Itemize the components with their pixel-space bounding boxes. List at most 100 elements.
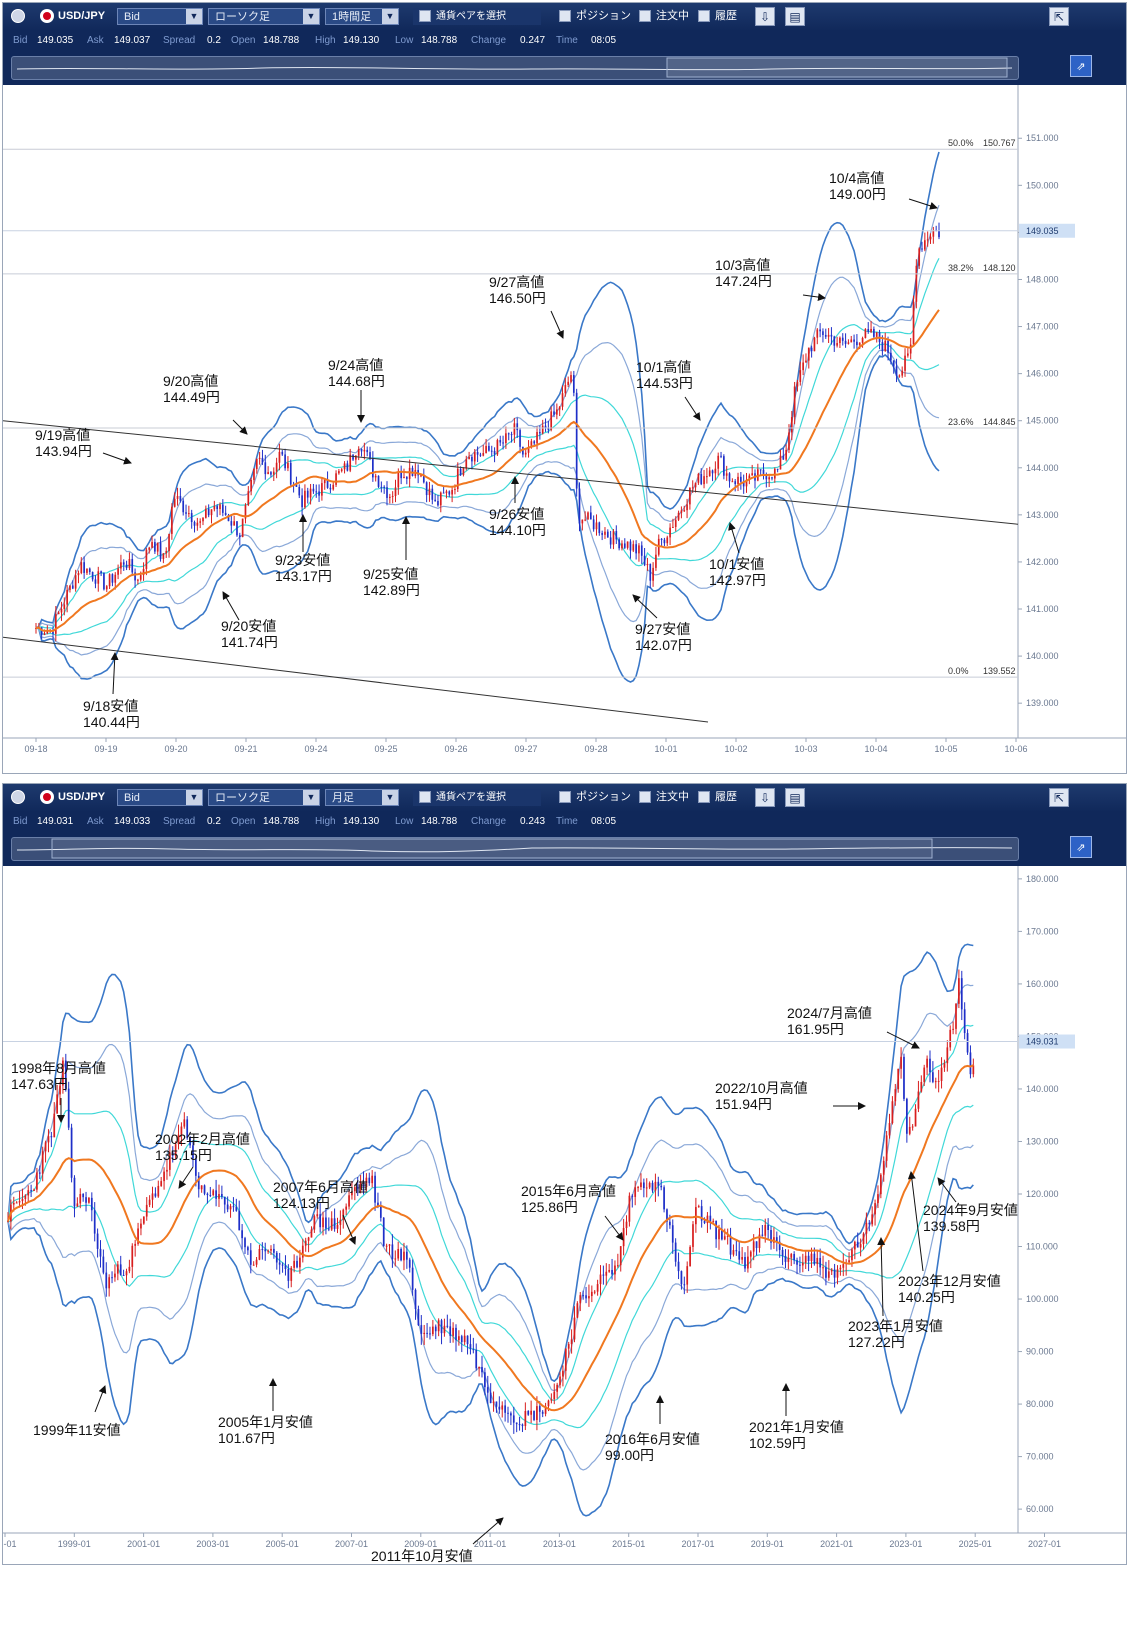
candle-body bbox=[734, 481, 737, 485]
navigator-scrollbar[interactable] bbox=[11, 56, 1019, 80]
low-value: 148.788 bbox=[421, 35, 458, 46]
navigator-scrollbar[interactable] bbox=[11, 837, 1019, 861]
annotation-arrow bbox=[632, 594, 658, 619]
price-type-select[interactable]: Bid ▼ bbox=[117, 789, 203, 806]
checkbox[interactable] bbox=[639, 10, 651, 23]
candle-body bbox=[363, 449, 366, 452]
candle-body bbox=[576, 1303, 579, 1318]
positions-toggle[interactable]: ポジション bbox=[559, 789, 631, 806]
chart-type-select[interactable]: ローソク足 ▼ bbox=[208, 8, 320, 25]
time-value: 08:05 bbox=[591, 816, 617, 827]
candle-body bbox=[836, 1269, 839, 1278]
candle-body bbox=[394, 1258, 397, 1260]
change-value: 0.247 bbox=[520, 35, 546, 46]
chart-settings-icon[interactable]: ⇩ bbox=[755, 788, 775, 807]
orders-toggle[interactable]: 注文中 bbox=[639, 8, 689, 25]
bollinger-lower-2sigma bbox=[35, 348, 940, 656]
chart-settings-icon[interactable]: ⇩ bbox=[755, 7, 775, 26]
candle-body bbox=[492, 1401, 495, 1404]
candle-body bbox=[778, 1241, 781, 1250]
annotation-date: 1999年11安値 bbox=[33, 1422, 121, 1438]
collapse-icon[interactable]: ⇱ bbox=[1049, 7, 1069, 26]
y-tick-label: 144.000 bbox=[1026, 463, 1059, 473]
candle-body bbox=[318, 491, 320, 496]
collapse-icon[interactable]: ⇱ bbox=[1049, 788, 1069, 807]
chart-type-select[interactable]: ローソク足 ▼ bbox=[208, 789, 320, 806]
candle-body bbox=[513, 423, 516, 435]
annotation-date: 1998年8月高値 bbox=[11, 1060, 106, 1076]
candle-body bbox=[105, 586, 108, 590]
candle-body bbox=[737, 476, 739, 485]
candle-body bbox=[573, 1317, 576, 1340]
candle-body bbox=[165, 551, 168, 554]
candle-body bbox=[183, 1119, 186, 1127]
chart-type-value: ローソク足 bbox=[215, 792, 270, 804]
candle-body bbox=[515, 1422, 518, 1425]
candle-body bbox=[460, 1336, 463, 1343]
select-pair-button[interactable]: 通貨ペアを選択 bbox=[413, 8, 541, 25]
spread-value: 0.2 bbox=[207, 35, 221, 46]
jp-flag-icon bbox=[40, 790, 54, 804]
annotation-arrow bbox=[908, 198, 938, 210]
x-tick-label: 09-19 bbox=[94, 744, 117, 754]
candle-body bbox=[289, 462, 292, 485]
pair-label[interactable]: USD/JPY bbox=[58, 10, 106, 22]
y-tick-label: 150.000 bbox=[1026, 180, 1059, 190]
bollinger-lower-1sigma bbox=[7, 1104, 974, 1429]
navigator-toggle-icon[interactable]: ⇗ bbox=[1070, 55, 1092, 77]
candle-body bbox=[562, 1370, 564, 1377]
annotation-date: 9/27安値 bbox=[635, 621, 690, 637]
checkbox[interactable] bbox=[559, 791, 571, 804]
price-type-select[interactable]: Bid ▼ bbox=[117, 8, 203, 25]
checkbox[interactable] bbox=[559, 10, 571, 23]
navigator-toggle-icon[interactable]: ⇗ bbox=[1070, 836, 1092, 858]
window-icon[interactable]: ▤ bbox=[785, 788, 805, 807]
history-toggle[interactable]: 履歴 bbox=[698, 8, 737, 25]
candle-body bbox=[570, 1339, 573, 1345]
candle-body bbox=[338, 471, 340, 474]
candle-body bbox=[316, 1214, 319, 1217]
annotation-price: 161.95円 bbox=[787, 1021, 844, 1037]
plot-background bbox=[3, 866, 1126, 1564]
timeframe-select[interactable]: 月足 ▼ bbox=[325, 789, 399, 806]
y-tick-label: 110.000 bbox=[1026, 1242, 1058, 1252]
candle-body bbox=[588, 1296, 590, 1299]
timeframe-select[interactable]: 1時間足 ▼ bbox=[325, 8, 399, 25]
candle-body bbox=[473, 452, 476, 462]
window-icon[interactable]: ▤ bbox=[785, 7, 805, 26]
candle-body bbox=[298, 486, 301, 496]
candle-body bbox=[301, 495, 303, 508]
candle-body bbox=[738, 1251, 741, 1260]
history-toggle[interactable]: 履歴 bbox=[698, 789, 737, 806]
candle-body bbox=[761, 1234, 764, 1236]
checkbox[interactable] bbox=[639, 791, 651, 804]
checkbox[interactable] bbox=[698, 10, 710, 23]
time-value: 08:05 bbox=[591, 35, 617, 46]
candle-body bbox=[189, 1138, 191, 1146]
candle-body bbox=[356, 1187, 359, 1189]
candle-body bbox=[388, 496, 391, 498]
checkbox[interactable] bbox=[419, 10, 431, 23]
open-value: 148.788 bbox=[263, 35, 300, 46]
candle-body bbox=[590, 1291, 593, 1297]
y-tick-label: 142.000 bbox=[1026, 557, 1059, 567]
candle-body bbox=[91, 571, 94, 580]
candle-body bbox=[442, 492, 445, 494]
select-pair-button[interactable]: 通貨ペアを選択 bbox=[413, 789, 541, 806]
positions-toggle[interactable]: ポジション bbox=[559, 8, 631, 25]
candle-body bbox=[958, 978, 960, 1004]
candle-body bbox=[502, 442, 504, 444]
checkbox[interactable] bbox=[698, 791, 710, 804]
annotation-price: 144.10円 bbox=[489, 522, 546, 538]
candle-body bbox=[348, 1195, 350, 1207]
orders-toggle[interactable]: 注文中 bbox=[639, 789, 689, 806]
candle-body bbox=[405, 1251, 408, 1260]
x-tick-label: 09-24 bbox=[304, 744, 327, 754]
candle-body bbox=[700, 474, 703, 485]
candle-body bbox=[709, 1215, 712, 1222]
pair-label[interactable]: USD/JPY bbox=[58, 791, 106, 803]
checkbox[interactable] bbox=[419, 791, 431, 804]
high-label: High bbox=[315, 816, 336, 827]
